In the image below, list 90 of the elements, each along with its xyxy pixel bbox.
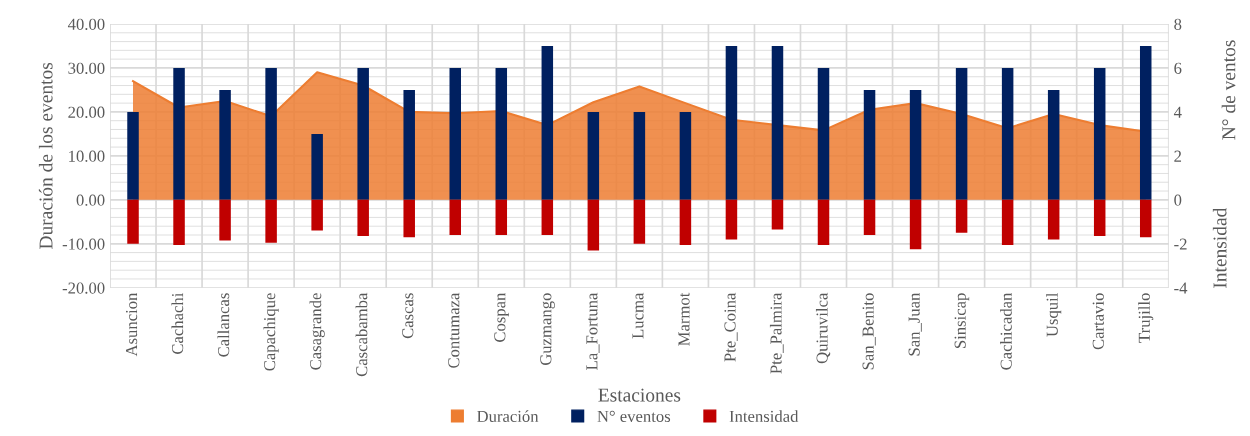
x-tick-label: Quiruvilca: [815, 292, 831, 364]
bar: [127, 111, 139, 200]
bar: [219, 199, 231, 241]
x-tick-label: Pte_Coina: [724, 292, 738, 362]
x-tick-label: Sinsicap: [954, 293, 970, 348]
bar: [1093, 67, 1106, 200]
bar: [1001, 199, 1014, 245]
x-tick-label: Cachachi: [171, 292, 184, 354]
bar: [1047, 199, 1060, 240]
x-tick-label: Cascabamba: [355, 292, 368, 377]
y2-tick-label: -4: [1174, 282, 1188, 294]
y-tick-label: 40.00: [67, 18, 105, 30]
bar: [265, 67, 277, 200]
bar: [909, 199, 922, 250]
bar: [403, 199, 415, 238]
bar: [1093, 199, 1106, 237]
legend-label: N° eventos: [597, 410, 671, 422]
x-axis-title: Estaciones: [598, 388, 681, 402]
x-tick-label: Cospan: [494, 292, 509, 342]
bar: [633, 199, 646, 244]
x-tick-label: Capachique: [263, 293, 279, 371]
x-tick-label: Cachicadan: [1000, 292, 1012, 370]
bar: [311, 133, 323, 200]
y-tick-label: -20.00: [62, 282, 105, 294]
bar: [495, 199, 508, 235]
bar: [587, 111, 600, 200]
bar: [817, 67, 830, 200]
bar: [127, 199, 139, 244]
x-tick-label: Callancas: [217, 293, 230, 357]
x-tick-label: Trujillo: [1138, 293, 1154, 343]
bar: [173, 67, 185, 200]
y-tick-label: 10.00: [69, 150, 105, 162]
x-tick-label: Lucma: [632, 292, 644, 339]
bar: [357, 67, 369, 200]
bar: [771, 199, 784, 230]
bar: [449, 199, 461, 235]
y-tick-label: 30.00: [68, 62, 105, 74]
bar: [909, 89, 922, 200]
y-axis-title: Duración de los eventos: [38, 62, 53, 249]
bar: [817, 199, 830, 245]
x-tick-label: San_Benito: [862, 293, 876, 370]
bar: [265, 199, 277, 243]
x-tick-label: Asuncion: [125, 292, 138, 357]
bar: [173, 199, 185, 245]
legend-label: Duración: [477, 410, 539, 422]
bar: [1047, 89, 1060, 200]
bar: [1139, 199, 1152, 238]
y-tick-label: -10.00: [62, 238, 105, 250]
x-tick-label: Guzmango: [540, 293, 555, 366]
y-tick-label: 0.00: [76, 194, 105, 206]
bar: [955, 199, 968, 233]
bar: [495, 67, 508, 200]
bar: [1001, 67, 1014, 200]
bar: [633, 111, 646, 200]
bar: [679, 199, 692, 245]
y2-tick-label: 6: [1174, 62, 1182, 74]
x-tick-label: La_Fortuna: [586, 292, 600, 370]
bar: [403, 89, 415, 200]
x-tick-label: Contumaza: [448, 292, 460, 368]
bar: [955, 67, 968, 200]
bar: [771, 45, 784, 200]
x-tick-label: Casagrande: [309, 293, 325, 370]
bar: [541, 199, 554, 235]
x-tick-label: Cartavio: [1092, 293, 1104, 350]
bar: [679, 111, 692, 200]
bar: [725, 45, 738, 200]
text: Intensidad: [1212, 207, 1227, 288]
x-tick-label: Usquil: [1046, 292, 1062, 337]
y-tick-label: 20.00: [68, 106, 105, 118]
bar: [311, 199, 323, 231]
legend-label: Intensidad: [729, 410, 799, 422]
bar: [863, 199, 876, 235]
bar: [587, 199, 600, 251]
x-tick-label: Pte_Palmira: [769, 292, 784, 374]
bar: [219, 89, 231, 200]
y2-tick-label: 0: [1174, 194, 1182, 206]
y2-tick-label: 4: [1173, 106, 1182, 118]
bar: [725, 199, 738, 240]
x-tick-label: Cascas: [402, 293, 414, 339]
x-tick-label: San_Juan: [908, 292, 922, 356]
bar: [541, 45, 554, 200]
y2-tick-label: -2: [1174, 238, 1187, 250]
bar: [863, 89, 876, 200]
y2-tick-label: 2: [1174, 150, 1182, 162]
bar: [449, 67, 461, 200]
bar: [1139, 45, 1152, 200]
bar: [357, 199, 369, 237]
y2-tick-label: 8: [1174, 18, 1182, 30]
y2-axis-title: N° de ventos: [1221, 40, 1236, 140]
x-tick-label: Marmot: [678, 292, 690, 346]
